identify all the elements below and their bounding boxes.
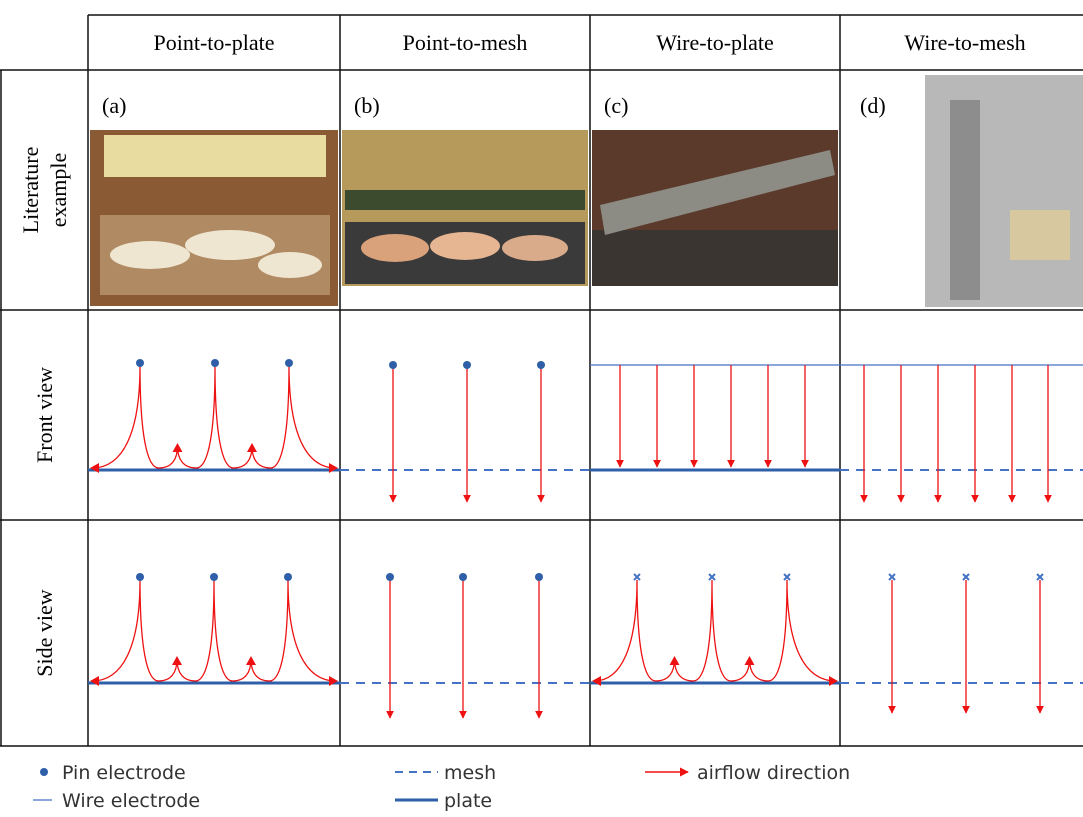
column-header: Point-to-plate	[154, 30, 275, 55]
pin-electrode	[136, 359, 144, 367]
pin-electrode	[285, 359, 293, 367]
row-label: Front view	[32, 367, 57, 463]
pin-electrode	[211, 359, 219, 367]
column-header: Wire-to-mesh	[904, 30, 1025, 55]
legend-label: plate	[444, 790, 492, 812]
pin-electrode	[459, 573, 467, 581]
pin-electrode	[537, 361, 545, 369]
pin-electrode	[210, 573, 218, 581]
panel-label: (b)	[354, 93, 380, 118]
legend-label: mesh	[444, 762, 496, 784]
legend-label: Pin electrode	[62, 762, 186, 784]
legend-pin-symbol	[40, 768, 48, 776]
pin-electrode	[389, 361, 397, 369]
pin-electrode	[535, 573, 543, 581]
row-label: example	[46, 153, 71, 228]
column-header: Point-to-mesh	[403, 30, 528, 55]
panel-label: (c)	[604, 93, 628, 118]
pin-electrode	[284, 573, 292, 581]
panel-label: (d)	[860, 93, 886, 118]
photo-b	[342, 130, 588, 286]
photo-c	[592, 130, 838, 286]
row-label: Literature	[18, 147, 43, 234]
photo-a	[90, 130, 338, 306]
pin-electrode	[136, 573, 144, 581]
row-label: Side view	[32, 589, 57, 676]
figure: Point-to-plate Point-to-mesh Wire-to-pla…	[0, 0, 1083, 817]
pin-electrode	[463, 361, 471, 369]
photo-d	[925, 75, 1083, 307]
legend-label: airflow direction	[697, 762, 850, 784]
legend-label: Wire electrode	[62, 790, 200, 812]
column-header: Wire-to-plate	[656, 30, 774, 55]
panel-label: (a)	[102, 93, 126, 118]
pin-electrode	[386, 573, 394, 581]
